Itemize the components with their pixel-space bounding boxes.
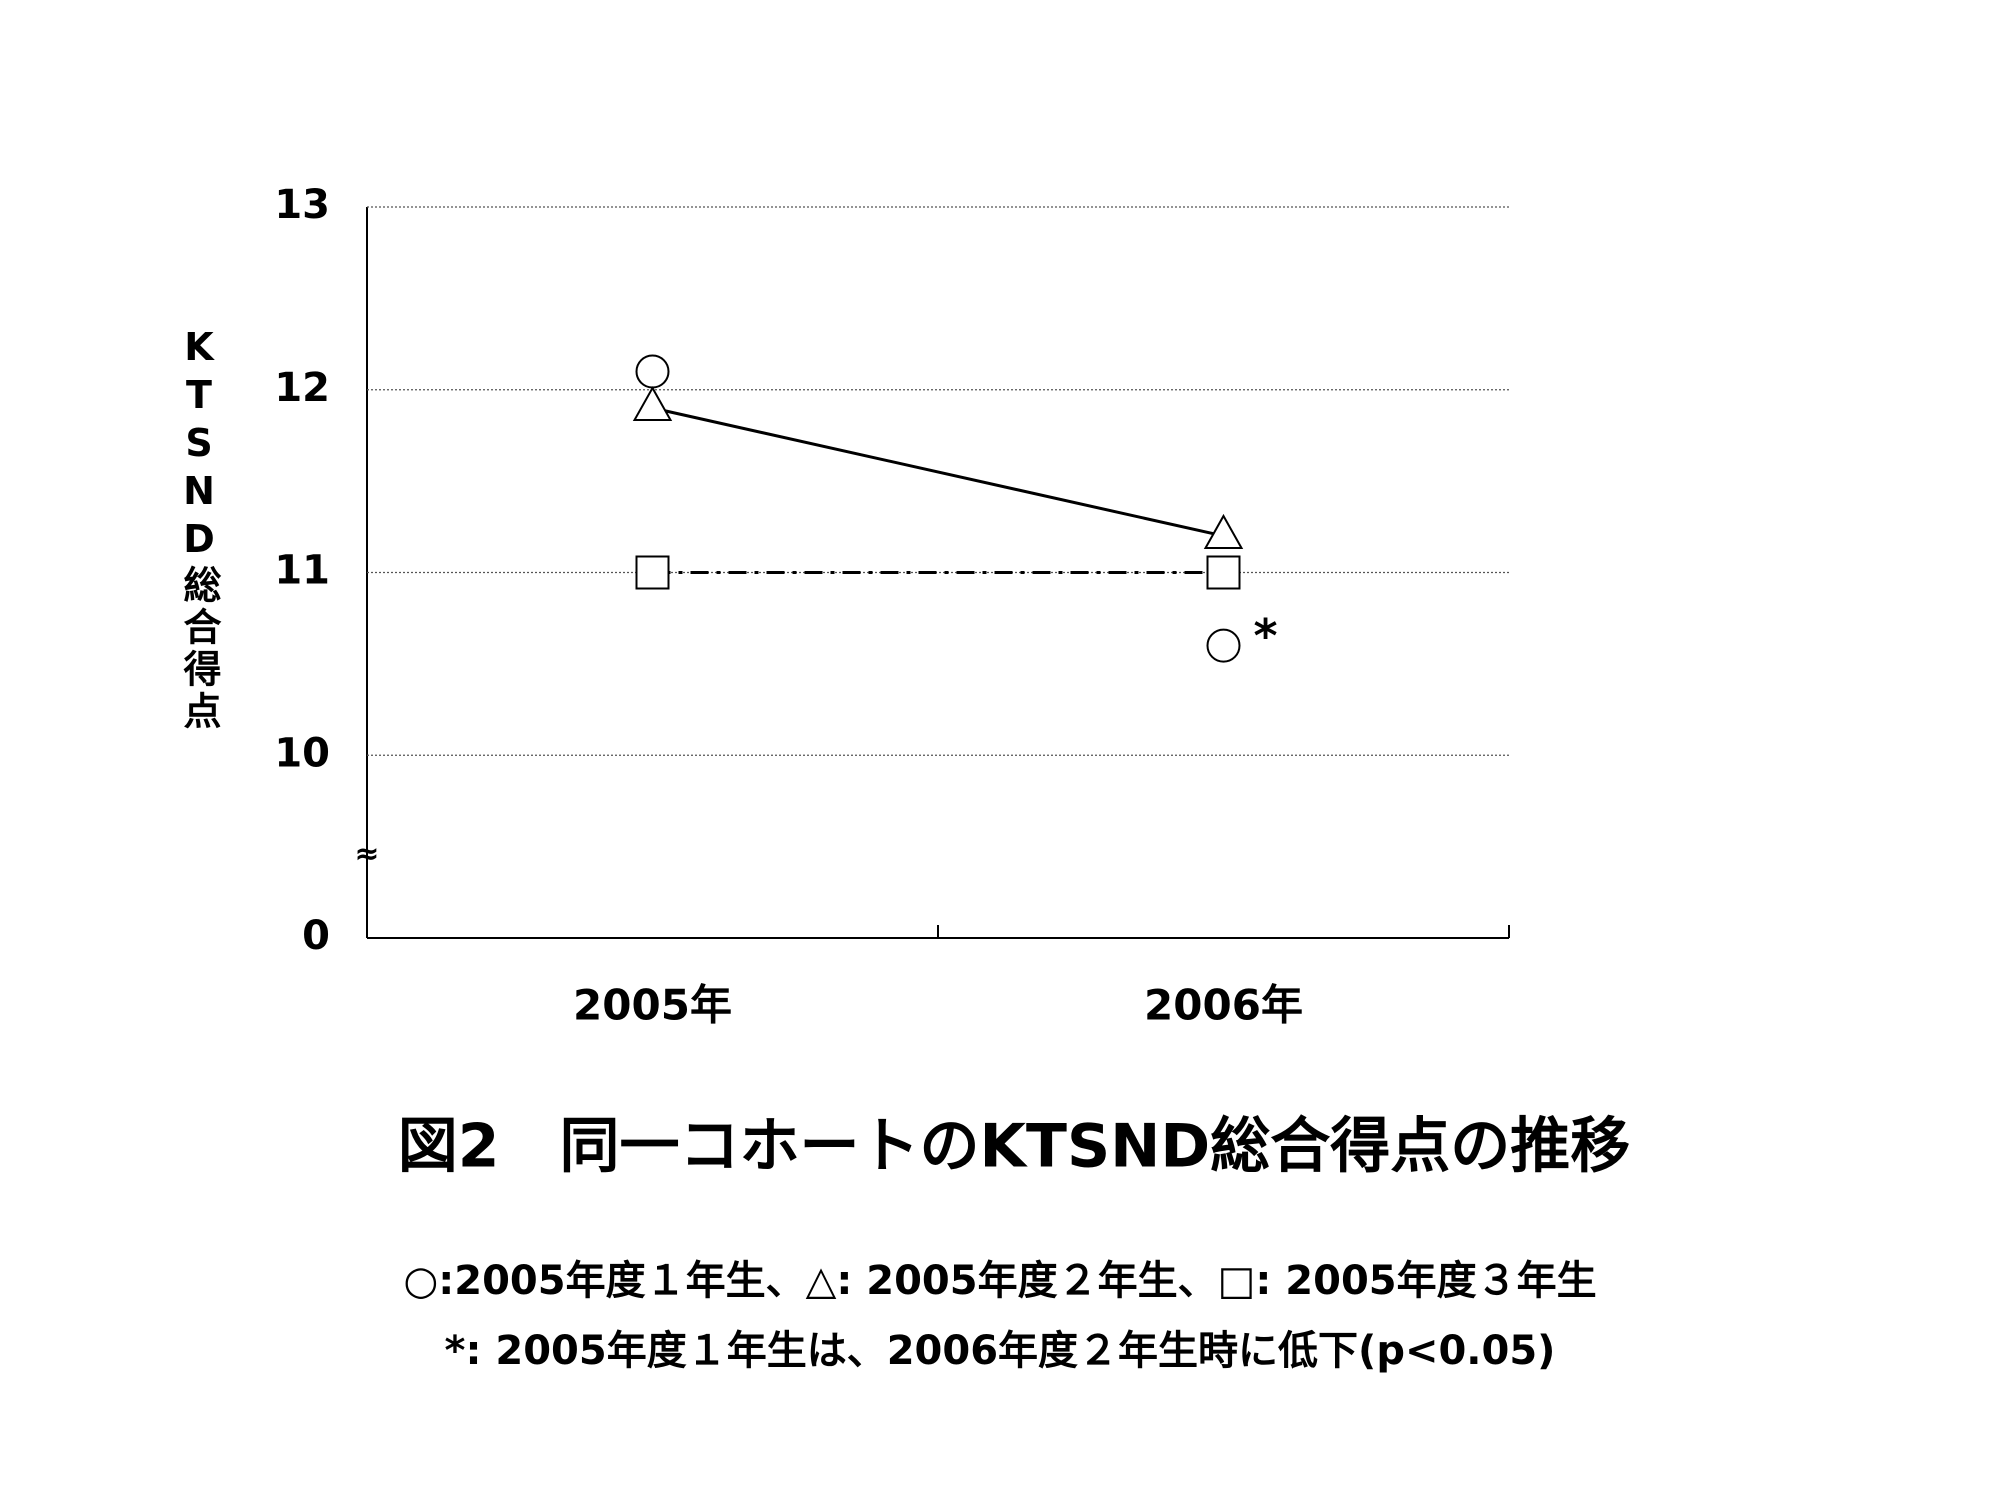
marker — [632, 385, 673, 422]
series-line — [652, 406, 1224, 538]
annotation: * — [1254, 609, 1278, 663]
marker — [1206, 628, 1241, 663]
x-tick-label: 2006年 — [1144, 981, 1303, 1030]
y-tick-label: 11 — [274, 548, 330, 594]
y-tick-label: 0 — [302, 913, 330, 959]
y-tick-label: 10 — [274, 730, 330, 776]
note: *: 2005年度１年生は、2006年度２年生時に低下(p<0.05) — [444, 1328, 1556, 1374]
marker — [1206, 555, 1241, 590]
note: ○:2005年度１年生、△: 2005年度２年生、□: 2005年度３年生 — [403, 1258, 1597, 1304]
y-tick-label: 12 — [274, 365, 330, 411]
y-tick-label: 13 — [274, 182, 330, 228]
marker — [635, 555, 670, 590]
marker — [1203, 513, 1244, 549]
x-tick-label: 2005年 — [573, 981, 732, 1030]
axis-break: ≈ — [354, 837, 379, 872]
y-axis-label: KTSND総合得点 — [177, 325, 221, 733]
marker — [635, 354, 670, 389]
chart-title: 図2 同一コホートのKTSND総合得点の推移 — [398, 1112, 1630, 1182]
